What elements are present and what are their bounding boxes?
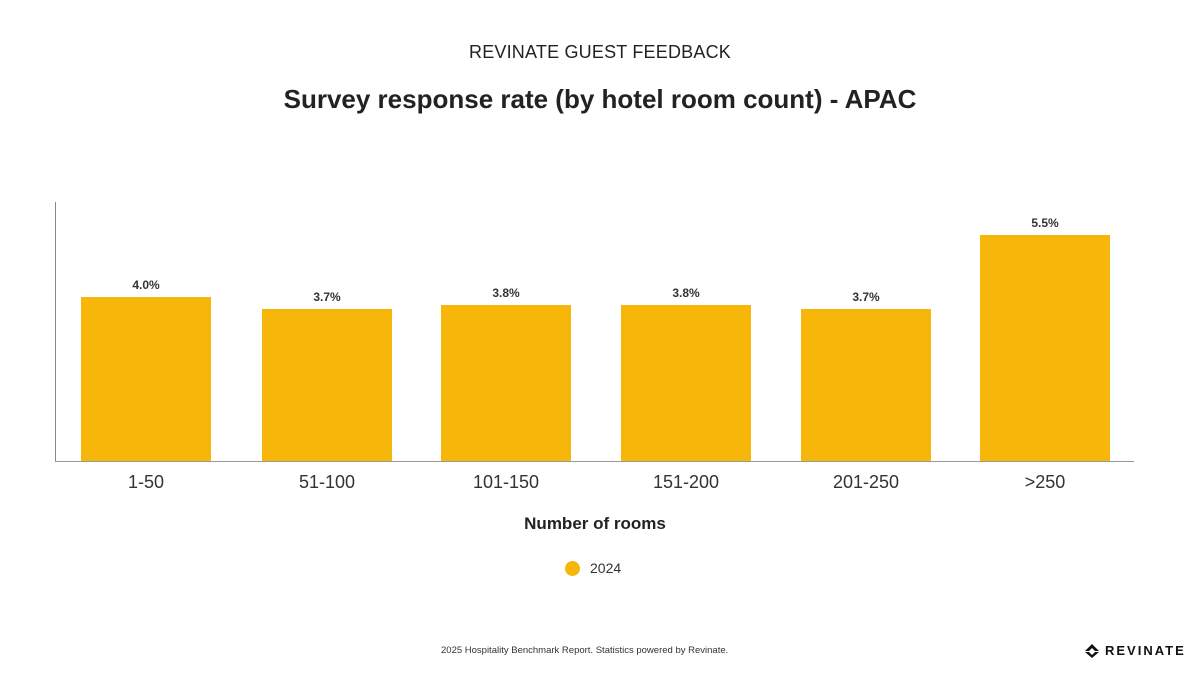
- x-tick-label: 51-100: [298, 472, 356, 492]
- bar: [441, 305, 571, 461]
- bar-value-label: 3.7%: [313, 290, 341, 304]
- bar-value-label: 5.5%: [1031, 216, 1059, 230]
- x-axis-line: [55, 461, 1134, 462]
- legend-label: 2024: [590, 560, 622, 576]
- x-tick-label: 1-50: [127, 472, 165, 492]
- bar-value-label: 3.8%: [492, 286, 520, 300]
- legend: 2024: [565, 560, 621, 576]
- revinate-logo: REVINATE: [1085, 643, 1186, 658]
- x-tick-label: 151-200: [652, 472, 720, 492]
- logo-text: REVINATE: [1105, 643, 1186, 658]
- bar: [621, 305, 751, 461]
- legend-dot-icon: [565, 560, 580, 576]
- x-axis-label: Number of rooms: [524, 514, 666, 533]
- x-tick-label: 201-250: [832, 472, 900, 492]
- x-tick-label: 101-150: [472, 472, 540, 492]
- revinate-logo-icon: [1085, 643, 1099, 658]
- chart-title: Survey response rate (by hotel room coun…: [283, 84, 917, 114]
- chart-supertitle: REVINATE GUEST FEEDBACK: [469, 42, 731, 62]
- bar: [262, 309, 392, 461]
- footer-note: 2025 Hospitality Benchmark Report. Stati…: [441, 645, 729, 656]
- bar: [81, 297, 211, 461]
- bar: [801, 309, 931, 461]
- bar: [980, 235, 1110, 461]
- y-axis-line: [55, 202, 56, 462]
- bar-value-label: 3.7%: [852, 290, 880, 304]
- bar-value-label: 3.8%: [672, 286, 700, 300]
- x-tick-label: >250: [1024, 472, 1066, 492]
- bar-value-label: 4.0%: [132, 278, 160, 292]
